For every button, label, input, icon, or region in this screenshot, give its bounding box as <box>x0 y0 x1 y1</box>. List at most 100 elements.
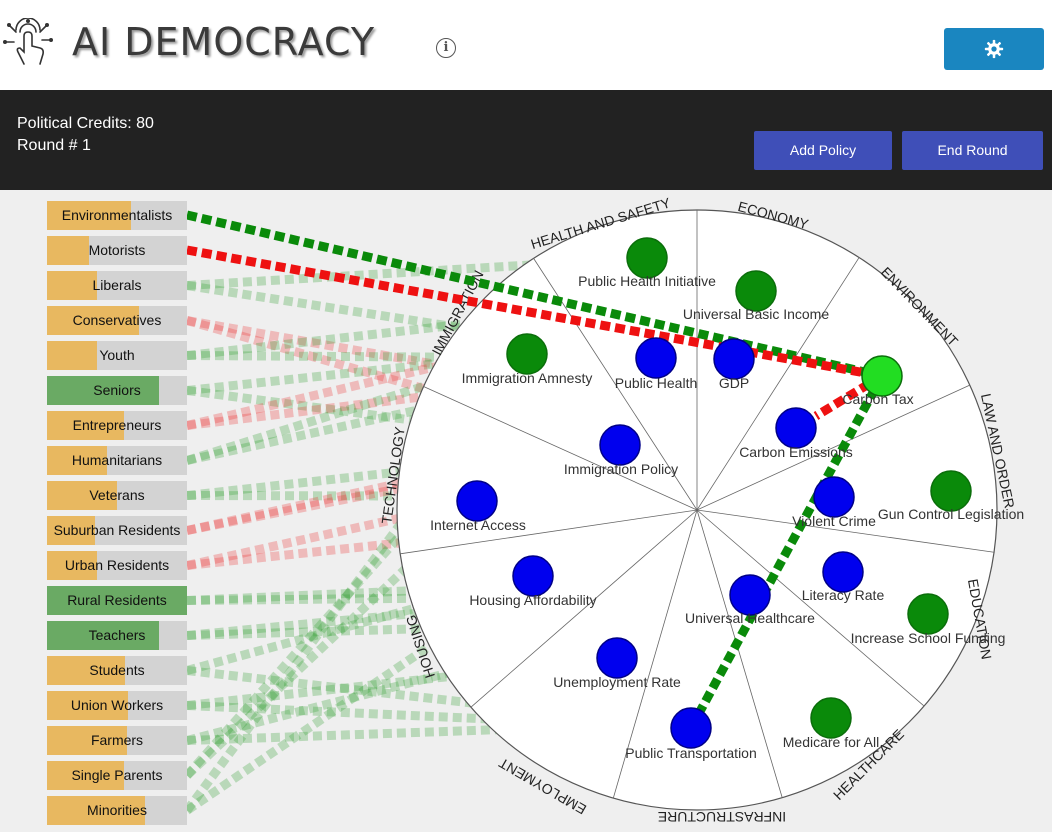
wheel-spoke <box>696 384 970 511</box>
selected-links <box>185 210 886 731</box>
variable-circle[interactable] <box>635 337 677 379</box>
variable-circle[interactable] <box>813 476 855 518</box>
node-label: Immigration Policy <box>564 461 678 477</box>
node-literacy-rate[interactable]: Literacy Rate <box>802 551 885 603</box>
voter-group-label: Teachers <box>88 627 146 643</box>
node-immigration-policy[interactable]: Immigration Policy <box>564 424 678 477</box>
node-public-health-initiative[interactable]: Public Health Initiative <box>578 237 716 289</box>
voter-group-bar <box>47 726 127 755</box>
node-public-health[interactable]: Public Health <box>615 337 698 391</box>
node-internet-access[interactable]: Internet Access <box>430 480 526 533</box>
node-label: Carbon Emissions <box>739 444 853 460</box>
settings-button[interactable] <box>944 28 1044 70</box>
voter-group-label: Farmers <box>90 732 144 748</box>
voter-group-seniors[interactable]: Seniors <box>47 376 187 405</box>
node-label: Public Health Initiative <box>578 273 716 289</box>
node-label: Literacy Rate <box>802 587 885 603</box>
voter-group-rural-residents[interactable]: Rural Residents <box>47 586 187 615</box>
node-universal-basic-income[interactable]: Universal Basic Income <box>683 270 829 322</box>
variable-circle[interactable] <box>775 407 817 449</box>
voter-group-motorists[interactable]: Motorists <box>47 236 187 265</box>
voter-group-conservatives[interactable]: Conservatives <box>47 306 187 335</box>
voter-group-label: Motorists <box>88 242 146 258</box>
variable-circle[interactable] <box>596 637 638 679</box>
wheel-spoke <box>696 509 783 798</box>
voter-group-bar <box>47 411 124 440</box>
node-layer: Public Health Initiative Universal Basic … <box>430 237 1024 761</box>
policy-circle[interactable] <box>907 593 949 635</box>
voter-group-label: Liberals <box>92 277 142 293</box>
policy-circle[interactable] <box>626 237 668 279</box>
policy-circle[interactable] <box>930 470 972 512</box>
voter-group-minorities[interactable]: Minorities <box>47 796 187 825</box>
voter-group-union-workers[interactable]: Union Workers <box>47 691 187 720</box>
voter-group-teachers[interactable]: Teachers <box>47 621 187 650</box>
voter-group-liberals[interactable]: Liberals <box>47 271 187 300</box>
end-round-button[interactable]: End Round <box>902 131 1043 170</box>
policy-circle[interactable] <box>810 697 852 739</box>
add-policy-button[interactable]: Add Policy <box>754 131 892 170</box>
voter-group-students[interactable]: Students <box>47 656 187 685</box>
node-violent-crime[interactable]: Violent Crime <box>792 476 876 529</box>
voter-group-environmentalists[interactable]: Environmentalists <box>47 201 187 230</box>
voter-group-entrepreneurs[interactable]: Entrepreneurs <box>47 411 187 440</box>
strong-link-support <box>185 210 884 381</box>
policy-circle[interactable] <box>735 270 777 312</box>
variable-circle[interactable] <box>729 574 771 616</box>
policy-circle[interactable] <box>506 333 548 375</box>
voter-group-label: Youth <box>99 347 135 363</box>
node-medicare-for-all[interactable]: Medicare for All <box>783 697 879 750</box>
faint-link <box>186 354 735 430</box>
node-unemployment-rate[interactable]: Unemployment Rate <box>553 637 681 690</box>
status-bar <box>0 90 1052 190</box>
voter-group-farmers[interactable]: Farmers <box>47 726 187 755</box>
info-icon[interactable]: i <box>436 38 456 58</box>
variable-circle[interactable] <box>456 480 498 522</box>
node-label: Housing Affordability <box>469 592 596 608</box>
node-increase-school-funding[interactable]: Increase School Funding <box>851 593 1006 646</box>
voter-group-bar <box>47 516 95 545</box>
voter-group-bar <box>47 341 98 370</box>
voter-group-bar <box>47 761 124 790</box>
voter-group-bar <box>47 656 126 685</box>
node-label: Medicare for All <box>783 734 879 750</box>
node-universal-healthcare[interactable]: Universal Healthcare <box>685 574 815 626</box>
voter-group-humanitarians[interactable]: Humanitarians <box>47 446 187 475</box>
voter-group-bar <box>47 796 145 825</box>
category-label: INFRASTRUCTURE <box>658 809 786 825</box>
voter-group-urban-residents[interactable]: Urban Residents <box>47 551 187 580</box>
policy-circle[interactable] <box>861 355 903 397</box>
node-immigration-amnesty[interactable]: Immigration Amnesty <box>462 333 593 386</box>
faint-link <box>183 497 481 779</box>
node-housing-affordability[interactable]: Housing Affordability <box>469 555 597 608</box>
variable-circle[interactable] <box>599 424 641 466</box>
voter-group-bar <box>47 271 98 300</box>
voter-group-single-parents[interactable]: Single Parents <box>47 761 187 790</box>
wheel-spoke <box>470 509 698 708</box>
node-carbon-emissions[interactable]: Carbon Emissions <box>739 407 853 460</box>
voter-group-label: Entrepreneurs <box>72 417 162 433</box>
voter-group-label: Suburban Residents <box>53 522 181 538</box>
node-gun-control-legislation[interactable]: Gun Control Legislation <box>878 470 1024 522</box>
voter-group-bar <box>47 236 89 265</box>
node-carbon-tax[interactable]: Carbon Tax <box>842 355 914 407</box>
voter-group-suburban-residents[interactable]: Suburban Residents <box>47 516 187 545</box>
node-label: Gun Control Legislation <box>878 506 1024 522</box>
variable-circle[interactable] <box>670 707 712 749</box>
touch-hand-icon <box>3 18 53 65</box>
node-label: GDP <box>719 375 749 391</box>
wheel-spoke <box>423 386 698 511</box>
voter-group-youth[interactable]: Youth <box>47 341 187 370</box>
voter-group-bar <box>47 586 187 615</box>
node-label: Public Health <box>615 375 698 391</box>
wheel-spoke <box>696 509 925 707</box>
variable-circle[interactable] <box>822 551 864 593</box>
variable-circle[interactable] <box>713 338 755 380</box>
node-label: Carbon Tax <box>842 391 913 407</box>
variable-circle[interactable] <box>512 555 554 597</box>
voter-group-veterans[interactable]: Veterans <box>47 481 187 510</box>
node-gdp[interactable]: GDP <box>713 338 755 391</box>
node-public-transportation[interactable]: Public Transportation <box>625 707 757 761</box>
voter-group-label: Conservatives <box>72 312 162 328</box>
